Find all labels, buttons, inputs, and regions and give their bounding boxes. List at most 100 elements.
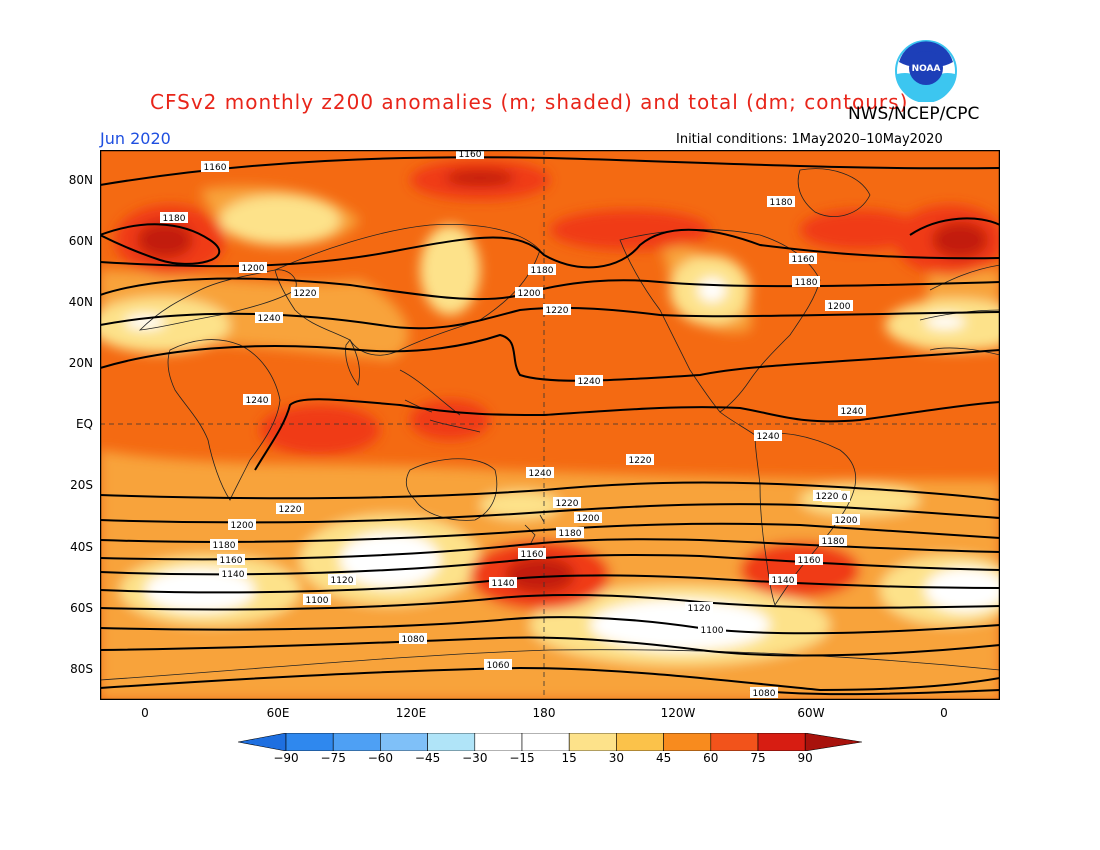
contour-label-text: 1180	[559, 529, 582, 539]
initial-conditions: Initial conditions: 1May2020–10May2020	[676, 132, 943, 147]
colorbar-swatch	[380, 733, 428, 751]
forecast-month: Jun 2020	[100, 129, 171, 148]
contour-label-text: 1120	[688, 604, 711, 614]
map-title: CFSv2 monthly z200 anomalies (m; shaded)…	[150, 90, 909, 114]
map-frame	[100, 150, 1000, 700]
lon-label: 60E	[266, 706, 290, 720]
contour-label-text: 1220	[294, 289, 317, 299]
lon-label: 0	[141, 706, 149, 720]
contour-label-text: 1240	[578, 377, 601, 387]
colorbar-arrow-left	[238, 733, 287, 751]
lat-label: 40S	[70, 540, 93, 554]
contour-label-text: 1160	[459, 150, 482, 160]
contour-label-text: 1200	[518, 289, 541, 299]
lon-label: 180	[532, 706, 556, 720]
contour-label-text: 1240	[757, 432, 780, 442]
colorbar	[238, 733, 862, 751]
contour-label-text: 1220	[279, 505, 302, 515]
colorbar-swatch	[521, 733, 570, 751]
contour-label-text: 1180	[770, 198, 793, 208]
colorbar-label: −75	[320, 751, 346, 765]
contour-label: 1200	[825, 300, 853, 312]
lat-label: EQ	[75, 417, 93, 431]
contour-label-text: 1140	[492, 579, 515, 589]
contour-label: 1180	[792, 276, 820, 288]
lat-label: 80N	[68, 173, 93, 187]
contour-label: 1220	[626, 454, 654, 466]
contour-label-text: 1240	[246, 396, 269, 406]
contour-label: 1160	[456, 150, 484, 160]
contour-label: 1160	[518, 548, 546, 560]
contour-label: 1160	[795, 554, 823, 566]
contour-label-text: 1160	[521, 550, 544, 560]
contour-label-text: 1100	[701, 626, 724, 636]
contour-label-text: 1200	[242, 264, 265, 274]
contour-label: 1160	[217, 554, 245, 566]
contour-label: 1180	[160, 212, 188, 224]
contour-label: 1100	[698, 624, 726, 636]
contour-label-text: 1180	[163, 214, 186, 224]
contour-label-text: 1180	[822, 537, 845, 547]
lat-label: 20N	[68, 356, 93, 370]
contour-label-text: 1220	[556, 499, 579, 509]
contour-label-text: 1220	[816, 492, 839, 502]
colorbar-label: 30	[608, 751, 625, 765]
contour-label-text: 1200	[577, 514, 600, 524]
colorbar-swatch	[285, 733, 334, 751]
contour-label: 1240	[754, 430, 782, 442]
contour-label-text: 1140	[222, 570, 245, 580]
contour-label-text: 1200	[231, 521, 254, 531]
contour-label: 1240	[255, 312, 283, 324]
contour-label-text: 1200	[835, 516, 858, 526]
noaa-logo: NOAA	[895, 40, 957, 102]
contour-label: 1160	[789, 253, 817, 265]
lat-label: 60S	[70, 601, 93, 615]
colorbar-label: −60	[367, 751, 394, 765]
contour-label: 1220	[291, 287, 319, 299]
contour-label-text: 1200	[828, 302, 851, 312]
contour-label-text: 1160	[792, 255, 815, 265]
agency-label: NWS/NCEP/CPC	[848, 104, 980, 124]
colorbar-label: 60	[703, 751, 719, 765]
contour-labels: 1160118011601180120012201240124011801200…	[160, 150, 866, 699]
svg-text:NOAA: NOAA	[912, 64, 941, 74]
contour-label: 1160	[201, 161, 229, 173]
contour-label: 1200	[832, 514, 860, 526]
lon-label: 0	[940, 706, 948, 720]
contour-label-text: 1060	[487, 661, 510, 671]
contour-label: 1200	[515, 287, 543, 299]
colorbar-swatch	[568, 733, 617, 751]
contour-label: 1200	[239, 262, 267, 274]
contour-label: 1220	[276, 503, 304, 515]
contour-label-text: 1160	[220, 556, 243, 566]
contour-label: 1240	[526, 467, 554, 479]
lat-label: 20S	[70, 478, 93, 492]
contour-label-text: 1100	[306, 596, 329, 606]
contour-label: 1240	[838, 405, 866, 417]
contour-label: 1180	[528, 264, 556, 276]
colorbar-label: 45	[655, 751, 672, 765]
contour-label-text: 1240	[529, 469, 552, 479]
contour-label: 1240	[575, 375, 603, 387]
colorbar-label: −30	[462, 751, 488, 765]
lat-label: 40N	[68, 295, 93, 309]
contour-label-text: 1240	[258, 314, 281, 324]
contour-label: 1180	[819, 535, 847, 547]
colorbar-label: −15	[509, 751, 535, 765]
colorbar-swatch	[757, 733, 806, 751]
colorbar-arrow-right	[804, 733, 862, 751]
contour-label: 1220	[813, 490, 841, 502]
colorbar-swatch	[332, 733, 381, 751]
contour-label-text: 1220	[629, 456, 652, 466]
colorbar-label: −45	[414, 751, 441, 765]
colorbar-label: 90	[797, 751, 813, 765]
height-contours	[100, 156, 1000, 696]
contour-label-text: 1180	[213, 541, 236, 551]
colorbar-label: −90	[273, 751, 299, 765]
contour-label: 1240	[243, 394, 271, 406]
colorbar-swatch	[474, 733, 523, 751]
contour-label: 1120	[328, 574, 356, 586]
contour-label: 1220	[543, 304, 571, 316]
colorbar-swatch	[616, 733, 664, 751]
contour-label-text: 1080	[402, 635, 425, 645]
